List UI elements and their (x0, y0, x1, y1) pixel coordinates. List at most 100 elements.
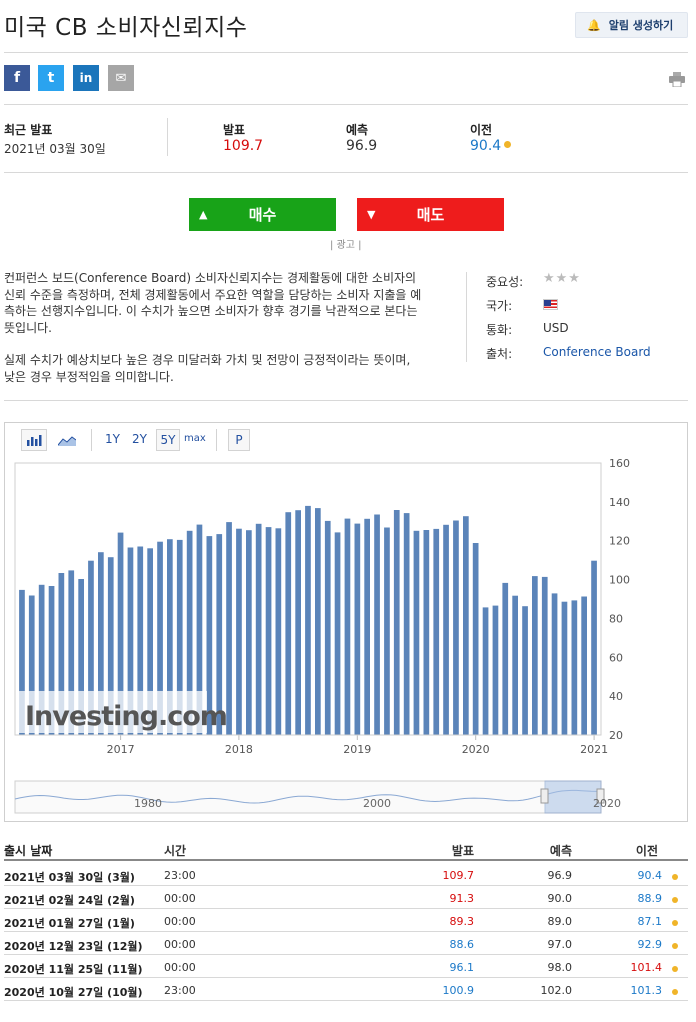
range-5y-button[interactable]: 5Y (156, 429, 180, 451)
chart-bar[interactable] (98, 552, 104, 735)
print-icon[interactable] (669, 72, 685, 91)
chart-bar[interactable] (334, 532, 341, 735)
investing-logo: Investing.com (25, 701, 227, 732)
chart-bar[interactable] (423, 530, 430, 735)
chart-bar[interactable] (571, 600, 578, 735)
chart-bar[interactable] (216, 534, 223, 735)
range-max-button[interactable]: max (184, 433, 206, 444)
chart-bar[interactable] (413, 530, 420, 735)
chart-bar[interactable] (433, 528, 440, 735)
chart-bar[interactable] (236, 528, 242, 735)
chart-bar[interactable] (354, 523, 361, 735)
chart-bar[interactable] (68, 570, 75, 735)
chart-bar[interactable] (502, 582, 509, 735)
chart-bar[interactable] (196, 524, 203, 735)
chart-bar[interactable] (58, 573, 65, 735)
email-share-button[interactable]: ✉ (108, 65, 134, 91)
chart-bar[interactable] (522, 606, 528, 735)
chart-bar[interactable] (443, 524, 449, 735)
chart-bar[interactable] (255, 523, 262, 735)
create-alert-button[interactable]: 🔔 알림 생성하기 (575, 12, 688, 38)
row-time: 00:00 (164, 915, 196, 928)
table-row: 2021년 03월 30일 (3월) 23:00 109.7 96.9 90.4 (4, 863, 688, 886)
email-icon: ✉ (115, 70, 127, 86)
buy-button[interactable]: ▲ 매수 (189, 198, 336, 231)
x-tick-label: 2017 (107, 743, 135, 756)
divider (4, 172, 688, 173)
chart-bar[interactable] (157, 541, 163, 735)
importance-stars-icon: ★★★ (543, 271, 581, 286)
range-1y-button[interactable]: 1Y (105, 432, 120, 446)
chart-bar[interactable] (315, 508, 321, 735)
chart-bar[interactable] (48, 586, 55, 735)
chart-bar[interactable] (275, 528, 282, 735)
header-actual: 발표 (451, 844, 474, 858)
chart-bar[interactable] (295, 510, 301, 735)
chart-bar[interactable] (147, 548, 153, 735)
chart-bar[interactable] (226, 522, 232, 735)
navigator-handle-left[interactable] (540, 788, 549, 804)
chart-bar[interactable] (581, 596, 587, 736)
page-title: 미국 CB 소비자신뢰지수 (4, 15, 248, 41)
bar-chart-button[interactable] (21, 429, 47, 451)
row-previous: 101.3 (630, 984, 663, 997)
arrow-down-icon: ▼ (367, 208, 376, 221)
chart-bar[interactable] (285, 512, 292, 735)
chart-bar[interactable] (186, 530, 193, 735)
range-2y-button[interactable]: 2Y (132, 432, 147, 446)
chart-bar[interactable] (117, 532, 124, 735)
chart-bar[interactable] (305, 505, 311, 735)
chart-bar[interactable] (206, 536, 213, 735)
row-time: 00:00 (164, 892, 196, 905)
row-time: 00:00 (164, 938, 196, 951)
chart-bar[interactable] (127, 547, 134, 736)
chart-bar[interactable] (364, 518, 370, 735)
twitter-share-button[interactable]: t (38, 65, 64, 91)
chart-bar[interactable] (176, 539, 183, 735)
chart-bar[interactable] (512, 595, 518, 735)
chart-bar[interactable] (591, 560, 597, 735)
chart-bar[interactable] (374, 514, 380, 736)
chart-bar[interactable] (19, 589, 25, 735)
source-link[interactable]: Conference Board (543, 345, 651, 359)
sell-button[interactable]: ▼ 매도 (357, 198, 504, 231)
toolbar-separator (91, 429, 92, 451)
chart-bar[interactable] (88, 560, 94, 735)
chart-bar[interactable] (38, 584, 45, 735)
chart-bar[interactable] (482, 607, 489, 735)
chart-bar[interactable] (167, 539, 173, 735)
bar-chart: 160 140 120 100 80 60 40 20 2017 2018 2019 2020 202… (14, 457, 630, 814)
chart-bar[interactable] (403, 513, 410, 735)
chart-bar[interactable] (561, 601, 568, 735)
y-tick-label: 20 (609, 729, 623, 742)
chart-bar[interactable] (324, 520, 331, 735)
chart-bar[interactable] (492, 605, 499, 735)
chart-bar[interactable] (384, 527, 390, 736)
row-previous: 87.1 (637, 915, 663, 928)
chart-bar[interactable] (472, 543, 479, 735)
chart-bar[interactable] (137, 546, 144, 736)
chart-bar[interactable] (393, 510, 400, 735)
chart-bar[interactable] (551, 593, 558, 735)
row-date: 2021년 01월 27일 (1월) (4, 917, 135, 930)
chart-bar[interactable] (78, 579, 84, 735)
previous-value-wrap: 90.4 (470, 138, 512, 154)
header-time: 시간 (164, 844, 187, 858)
chart-bar[interactable] (541, 576, 548, 735)
chart-bar[interactable] (265, 527, 272, 735)
chart-bar[interactable] (246, 530, 252, 735)
chart-bar[interactable] (453, 520, 459, 736)
p-button[interactable]: P (228, 429, 250, 451)
row-time: 00:00 (164, 961, 196, 974)
chart-bar[interactable] (344, 518, 351, 735)
line-chart-button[interactable] (54, 429, 80, 451)
navigator-selection[interactable] (544, 780, 602, 814)
linkedin-share-button[interactable]: in (73, 65, 99, 91)
chart-bar[interactable] (532, 576, 538, 735)
chart-bar[interactable] (28, 595, 35, 736)
facebook-share-button[interactable]: f (4, 65, 30, 91)
chart-bar[interactable] (107, 557, 114, 735)
twitter-icon: t (47, 70, 55, 86)
navigator-handle-right[interactable] (596, 788, 605, 804)
chart-bar[interactable] (463, 516, 469, 735)
